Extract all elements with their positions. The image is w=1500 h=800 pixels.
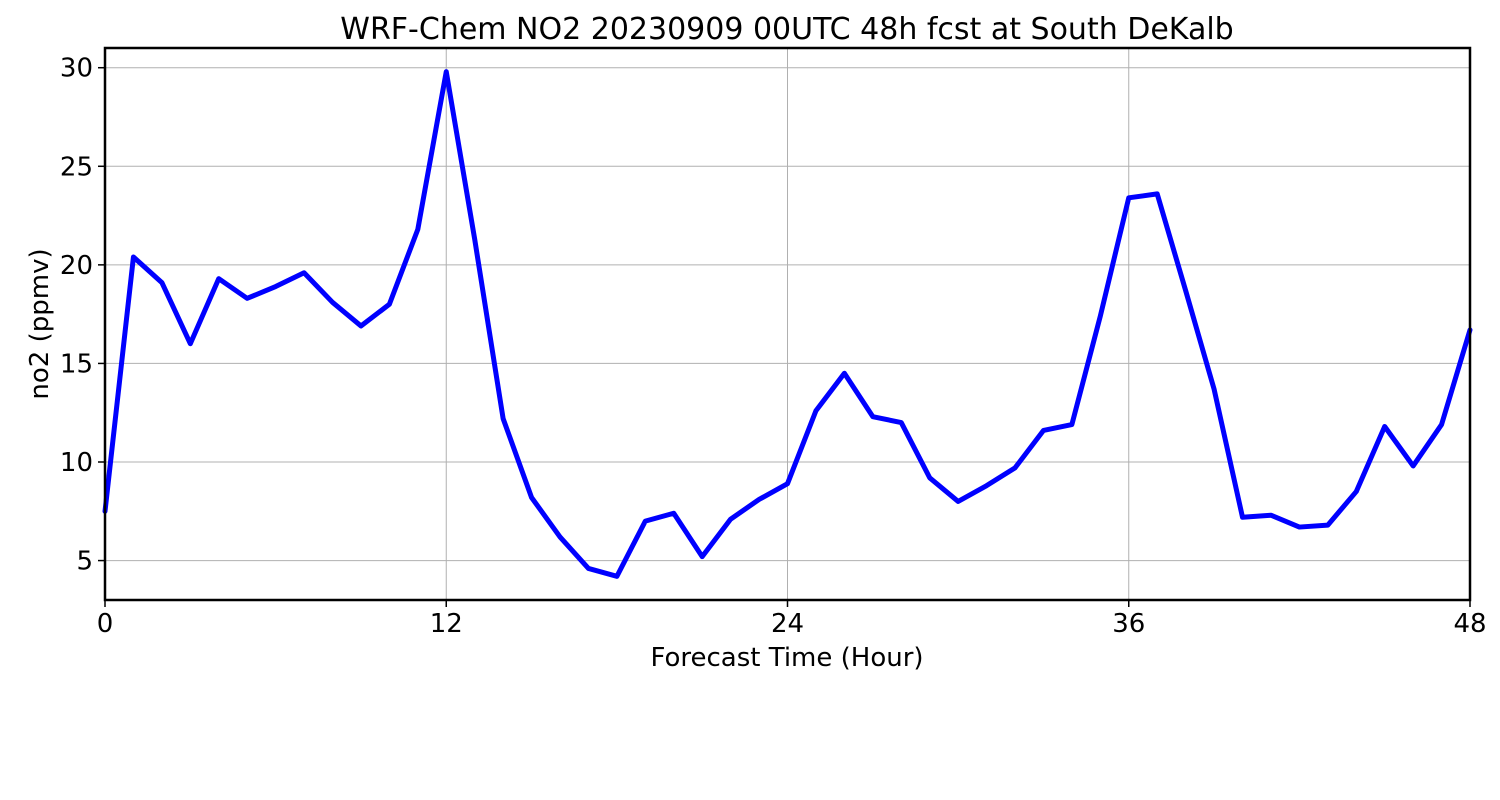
y-tick-label: 30 — [60, 54, 93, 84]
y-tick-label: 10 — [60, 448, 93, 478]
y-tick-label: 15 — [60, 349, 93, 379]
y-axis-label: no2 (ppmv) — [25, 248, 55, 399]
chart-title: WRF-Chem NO2 20230909 00UTC 48h fcst at … — [340, 12, 1233, 47]
y-tick-label: 5 — [76, 547, 93, 577]
x-axis-label: Forecast Time (Hour) — [650, 643, 923, 673]
x-tick-label: 24 — [771, 609, 804, 639]
x-tick-label: 0 — [97, 609, 114, 639]
y-tick-label: 25 — [60, 152, 93, 182]
x-tick-label: 48 — [1453, 609, 1486, 639]
axis-ticks: 0 12 24 36 48 5 10 15 20 25 30 — [60, 54, 1487, 639]
x-tick-label: 12 — [430, 609, 463, 639]
y-tick-label: 20 — [60, 251, 93, 281]
x-tick-label: 36 — [1112, 609, 1145, 639]
